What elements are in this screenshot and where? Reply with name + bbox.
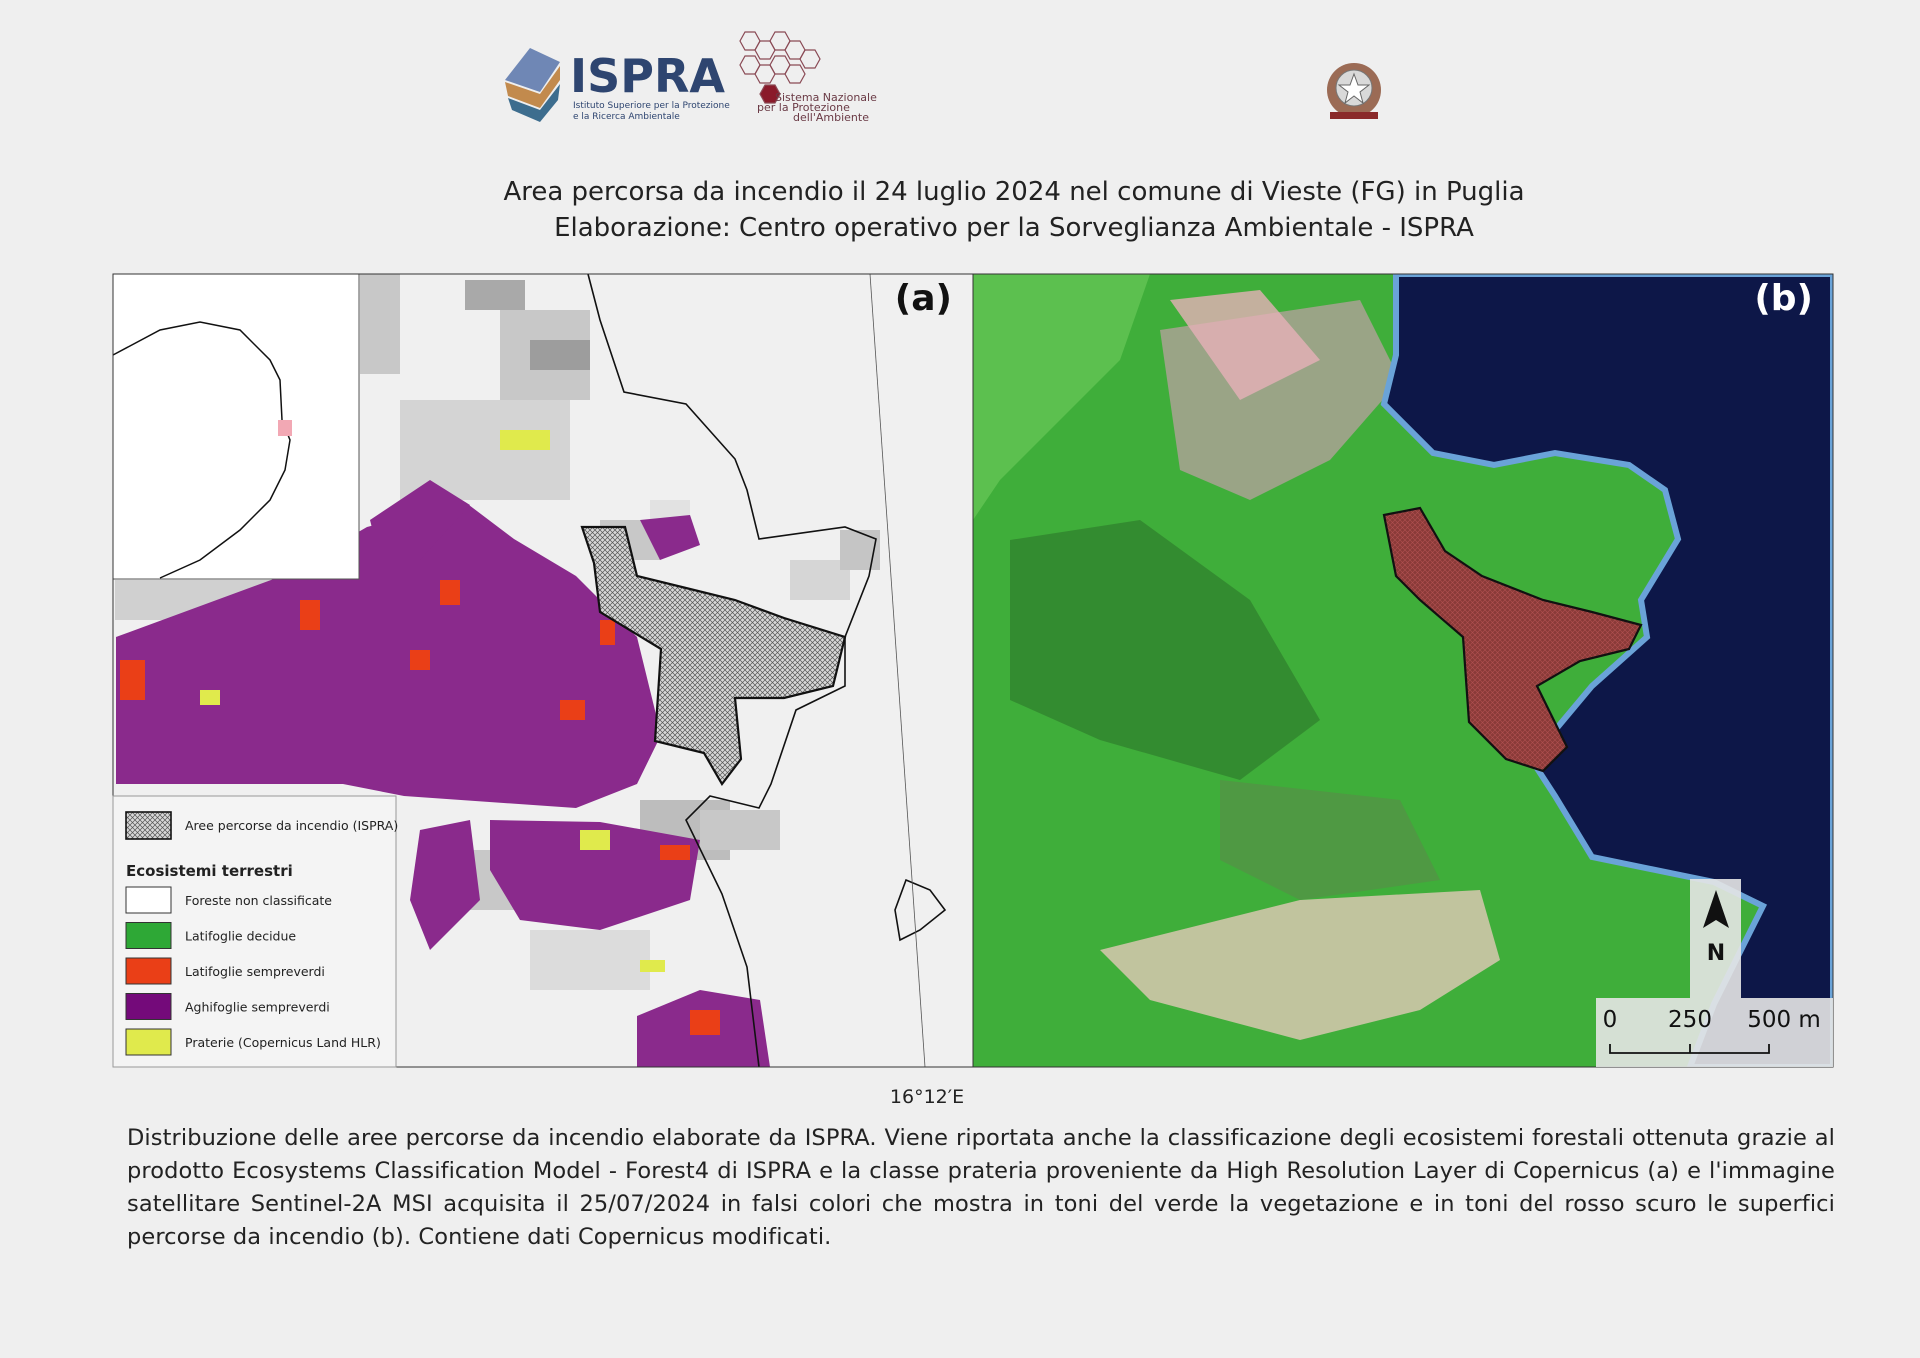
- legend-label: Foreste non classificate: [185, 893, 332, 908]
- scale-bar: 0 250 500 m: [1596, 998, 1833, 1067]
- map-a: [113, 274, 973, 1067]
- title-line: Elaborazione: Centro operativo per la So…: [554, 213, 1474, 243]
- north-label: N: [1707, 941, 1725, 966]
- inset-map: [112, 273, 360, 580]
- snpa-text: dell'Ambiente: [793, 111, 869, 124]
- legend-swatch: [125, 886, 172, 914]
- logo-subtitle: e la Ricerca Ambientale: [573, 112, 680, 122]
- legend-label: Aghifoglie sempreverdi: [185, 1000, 330, 1015]
- emblem: [1327, 63, 1381, 119]
- snpa-text: Sistema Nazionale: [775, 91, 877, 104]
- legend-swatch: [125, 957, 172, 985]
- north-arrow: N: [1690, 879, 1741, 998]
- legend-label: Latifoglie sempreverdi: [185, 964, 325, 979]
- legend-swatch: [125, 993, 172, 1020]
- legend-label: Aree percorse da incendio (ISPRA): [185, 818, 398, 833]
- scale-label: 500 m: [1747, 1007, 1821, 1033]
- frame-b: [972, 273, 1834, 1068]
- title-line: Area percorsa da incendio il 24 luglio 2…: [503, 177, 1524, 207]
- legend-swatch: [125, 922, 172, 949]
- ispra-logo: ISPRA Istituto Superiore per la Protezio…: [505, 48, 730, 122]
- caption: Distribuzione delle aree percorse da inc…: [127, 1125, 1835, 1250]
- legend-label: Latifoglie decidue: [185, 929, 296, 944]
- logo-subtitle: Istituto Superiore per la Protezione: [573, 101, 730, 111]
- legend-label: Praterie (Copernicus Land HLR): [185, 1035, 381, 1050]
- scale-label: 250: [1668, 1007, 1712, 1033]
- logo-title: ISPRA: [570, 49, 725, 103]
- coordinate-label: 16°12′E: [890, 1086, 964, 1108]
- legend-heading: Ecosistemi terrestri: [126, 862, 293, 880]
- scale-label: 0: [1603, 1007, 1618, 1033]
- legend: Aree percorse da incendio (ISPRA) Ecosis…: [112, 795, 398, 1068]
- snpa-logo: [739, 31, 821, 104]
- panel-label: (a): [895, 278, 952, 319]
- map-b: [973, 274, 1833, 1067]
- legend-swatch: [125, 1028, 172, 1056]
- snpa-text: per la Protezione: [757, 101, 850, 114]
- panel-label: (b): [1754, 278, 1813, 319]
